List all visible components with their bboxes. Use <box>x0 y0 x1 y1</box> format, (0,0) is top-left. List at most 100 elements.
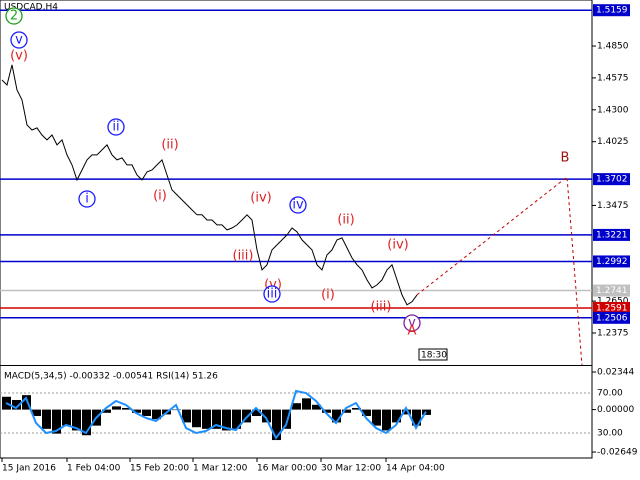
macd-bar <box>242 409 251 423</box>
y-tick-label: 1.3475 <box>597 201 629 211</box>
macd-bar <box>352 407 361 410</box>
level-box <box>593 228 630 241</box>
level-box <box>593 284 630 297</box>
wave-label: (ii) <box>161 138 178 153</box>
y-tick-label: 1.2375 <box>597 328 629 338</box>
rsi-line <box>5 389 427 440</box>
level-box <box>593 173 630 186</box>
x-tick-label: 14 Apr 04:00 <box>386 464 445 474</box>
x-tick-label: 1 Mar 12:00 <box>193 464 248 474</box>
macd-bar <box>412 409 421 426</box>
y-tick-label: 1.4575 <box>597 73 629 83</box>
wave-circle <box>107 118 125 136</box>
y-tick-label: 1.4850 <box>597 42 629 52</box>
wave-label: (iii) <box>371 300 392 315</box>
macd-bar <box>22 395 31 410</box>
macd-bar <box>332 409 341 423</box>
x-tick-label: 16 Mar 00:00 <box>257 464 317 474</box>
chart-title: USDCAD,H4 <box>4 3 58 13</box>
macd-tick-label: 0.02344 <box>597 368 634 378</box>
y-tick-label: 1.2650 <box>597 297 629 307</box>
level-label: 1.2591 <box>596 303 628 313</box>
macd-bar <box>132 409 141 413</box>
wave-circle <box>403 314 421 332</box>
macd-bar <box>232 409 241 429</box>
wave-label: iii <box>267 287 278 302</box>
macd-bar <box>342 409 351 413</box>
wave-label: (i) <box>321 288 335 303</box>
wave-label: A <box>408 324 417 339</box>
macd-bar <box>392 409 401 423</box>
level-box <box>593 301 630 314</box>
macd-bar <box>172 409 181 411</box>
y-tick-label: 1.4025 <box>597 137 629 147</box>
macd-bar <box>42 409 51 429</box>
level-box <box>593 311 630 324</box>
level-label: 1.2506 <box>596 313 628 323</box>
macd-bar <box>102 409 111 413</box>
macd-bar <box>212 409 221 429</box>
level-label: 1.3702 <box>596 175 628 185</box>
macd-bar <box>192 409 201 428</box>
wave-label: v <box>408 316 416 331</box>
macd-bar <box>142 409 151 417</box>
level-label: 1.5159 <box>596 6 628 16</box>
macd-bar <box>272 409 281 441</box>
x-tick-label: 15 Feb 20:00 <box>130 464 189 474</box>
rsi-tick-label: 70.00 <box>597 389 623 399</box>
wave-label: iv <box>292 198 304 213</box>
macd-bar <box>12 399 21 410</box>
wave-circle <box>10 31 28 49</box>
wave-label: (ii) <box>337 213 354 228</box>
wave-circle <box>263 285 281 303</box>
wave-label: B <box>561 151 570 166</box>
wave-label: (v) <box>10 49 28 64</box>
macd-bar <box>362 409 371 417</box>
macd-bar <box>62 409 71 426</box>
macd-bar <box>82 409 91 436</box>
macd-bar <box>182 409 191 423</box>
wave-label: (iv) <box>250 191 271 206</box>
level-box <box>593 4 630 17</box>
macd-bar <box>402 409 411 415</box>
wave-label: (i) <box>153 189 167 204</box>
macd-bar <box>292 403 301 410</box>
macd-tick-label: 0.00000 <box>597 405 634 415</box>
wave-label: ii <box>112 120 119 135</box>
macd-bar <box>322 409 331 413</box>
macd-tick-label: -0.02649 <box>597 448 638 458</box>
wave-circle <box>5 7 23 25</box>
macd-bar <box>382 409 391 431</box>
macd-bar <box>112 406 121 410</box>
macd-bar <box>282 409 291 429</box>
macd-bar <box>222 409 231 431</box>
macd-bar <box>52 409 61 434</box>
macd-bar <box>252 409 261 417</box>
macd-bar <box>312 404 321 410</box>
x-tick-label: 15 Jan 2016 <box>2 464 56 474</box>
wave-label: v <box>15 33 23 48</box>
macd-bar <box>262 409 271 423</box>
level-label: 1.2992 <box>596 257 628 267</box>
macd-bar <box>372 409 381 426</box>
macd-bar <box>32 409 41 417</box>
level-box <box>593 255 630 268</box>
macd-bar <box>152 409 161 420</box>
time-box <box>418 348 448 361</box>
macd-bar <box>202 409 211 429</box>
time-label: 18:30 <box>421 351 447 361</box>
rsi-tick-label: 30.00 <box>597 429 623 439</box>
x-tick-label: 1 Feb 04:00 <box>67 464 121 474</box>
wave-label: 2 <box>10 9 18 24</box>
indicator-label: MACD(5,34,5) -0.00332 -0.00541 RSI(14) 5… <box>4 372 218 382</box>
wave-label: (iii) <box>233 249 254 264</box>
plot-frame <box>0 0 593 459</box>
wave-circle <box>78 190 96 208</box>
level-label: 1.3221 <box>596 230 628 240</box>
y-tick-label: 1.4300 <box>597 105 629 115</box>
macd-bar <box>122 407 131 410</box>
level-label: 1.2741 <box>596 286 628 296</box>
x-tick-label: 30 Mar 12:00 <box>321 464 381 474</box>
price-line <box>1 64 418 306</box>
